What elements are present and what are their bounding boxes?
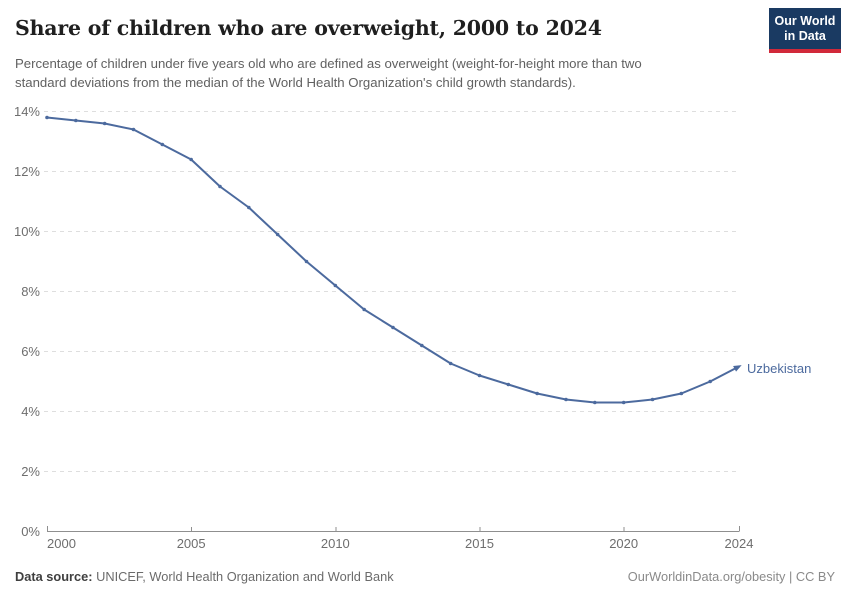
data-point-marker bbox=[535, 391, 539, 396]
x-axis-tick-label: 2024 bbox=[724, 536, 754, 551]
y-axis-tick-label: 6% bbox=[21, 343, 40, 359]
line-end-arrowhead bbox=[733, 365, 742, 372]
data-point-marker bbox=[189, 157, 193, 162]
y-axis-tick-label: 2% bbox=[21, 463, 40, 479]
data-point-marker bbox=[218, 184, 222, 189]
data-point-marker bbox=[420, 343, 424, 348]
x-axis-tick-label: 2010 bbox=[320, 536, 350, 551]
owid-logo-line2: in Data bbox=[784, 29, 826, 43]
data-point-marker bbox=[593, 400, 597, 405]
data-point-marker bbox=[74, 118, 78, 123]
chart-subtitle-line2: standard deviations from the median of t… bbox=[15, 75, 576, 90]
data-point-marker bbox=[333, 283, 338, 288]
data-point-marker bbox=[679, 391, 684, 396]
data-point-marker bbox=[650, 397, 655, 402]
series-label-uzbekistan: Uzbekistan bbox=[747, 360, 812, 376]
x-axis-tick-label: 2005 bbox=[176, 536, 206, 551]
y-axis-tick-label: 4% bbox=[21, 403, 40, 419]
data-point-marker bbox=[102, 121, 107, 126]
uzbekistan-line bbox=[46, 116, 740, 404]
data-point-marker bbox=[362, 307, 366, 312]
data-point-marker bbox=[160, 142, 165, 147]
data-point-marker bbox=[506, 382, 511, 387]
data-point-marker bbox=[247, 205, 251, 210]
y-axis-tick-label: 10% bbox=[13, 223, 40, 239]
data-source-label: Data source: bbox=[15, 569, 93, 584]
y-axis-tick-label: 14% bbox=[13, 103, 40, 119]
chart-subtitle: Percentage of children under five years … bbox=[15, 54, 775, 92]
data-point-marker bbox=[45, 115, 49, 120]
data-point-marker bbox=[391, 325, 395, 330]
data-point-marker bbox=[708, 379, 712, 384]
chart-footer: Data source: UNICEF, World Health Organi… bbox=[15, 569, 835, 584]
data-point-marker bbox=[131, 127, 136, 132]
x-axis-tick-label: 2015 bbox=[465, 536, 494, 551]
data-point-marker bbox=[275, 232, 280, 237]
data-point-marker bbox=[304, 259, 309, 264]
data-point-marker bbox=[448, 361, 453, 366]
chart-subtitle-line1: Percentage of children under five years … bbox=[15, 56, 642, 71]
chart-title: Share of children who are overweight, 20… bbox=[15, 16, 602, 40]
data-point-marker bbox=[564, 397, 568, 402]
owid-logo-line1: Our World bbox=[774, 14, 836, 28]
owid-logo: Our World in Data bbox=[769, 8, 841, 53]
y-axis-tick-label: 12% bbox=[13, 163, 40, 179]
x-axis-tick-label: 2000 bbox=[47, 536, 76, 551]
y-axis-tick-label: 0% bbox=[21, 523, 40, 539]
data-source-line: Data source: UNICEF, World Health Organi… bbox=[15, 569, 394, 584]
data-point-marker bbox=[621, 400, 626, 405]
x-axis-tick-label: 2020 bbox=[609, 536, 639, 551]
y-axis-tick-label: 8% bbox=[21, 283, 40, 299]
license-link[interactable]: OurWorldinData.org/obesity | CC BY bbox=[627, 569, 835, 584]
data-source-value: UNICEF, World Health Organization and Wo… bbox=[96, 569, 394, 584]
data-point-marker bbox=[477, 373, 482, 378]
